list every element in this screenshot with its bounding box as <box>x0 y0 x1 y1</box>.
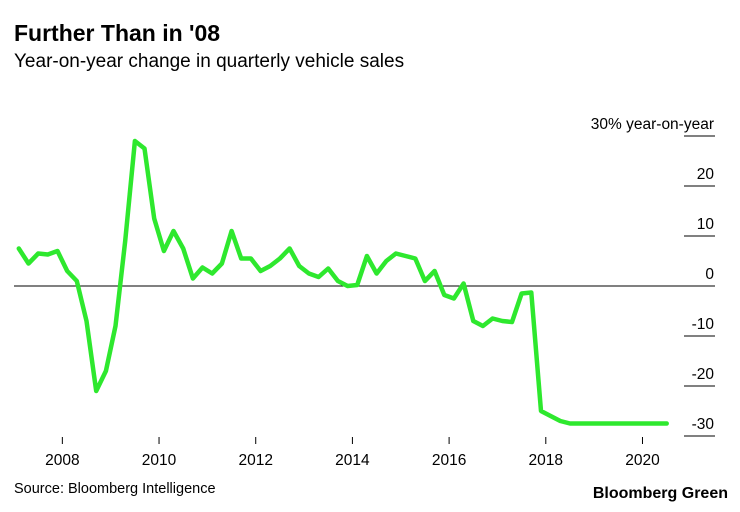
chart-subtitle: Year-on-year change in quarterly vehicle… <box>14 51 405 72</box>
y-tick-label: 20 <box>697 166 715 183</box>
series-line-vehicle-sales <box>16 138 669 426</box>
y-tick-label: -20 <box>692 366 715 383</box>
x-tick-label: 2010 <box>142 452 177 469</box>
x-axis: 2008 2010 2012 2014 2016 2018 2020 <box>45 437 660 469</box>
x-tick-label: 2014 <box>335 452 370 469</box>
y-tick-label: -10 <box>692 316 715 333</box>
y-axis: 30% year-on-year 20 10 0 -10 -20 -30 <box>591 116 715 437</box>
chart-title: Further Than in '08 <box>14 20 221 46</box>
source-note: Source: Bloomberg Intelligence <box>14 481 216 497</box>
x-tick-label: 2012 <box>238 452 272 469</box>
brand-logo: Bloomberg Green <box>592 485 728 502</box>
y-tick-label: 0 <box>705 266 714 283</box>
x-tick-label: 2020 <box>625 452 660 469</box>
x-tick-label: 2008 <box>45 452 79 469</box>
y-tick-label: 30% year-on-year <box>591 116 714 133</box>
y-tick-label: 10 <box>697 216 715 233</box>
x-tick-label: 2016 <box>432 452 466 469</box>
x-tick-label: 2018 <box>529 452 563 469</box>
y-tick-label: -30 <box>692 416 715 433</box>
